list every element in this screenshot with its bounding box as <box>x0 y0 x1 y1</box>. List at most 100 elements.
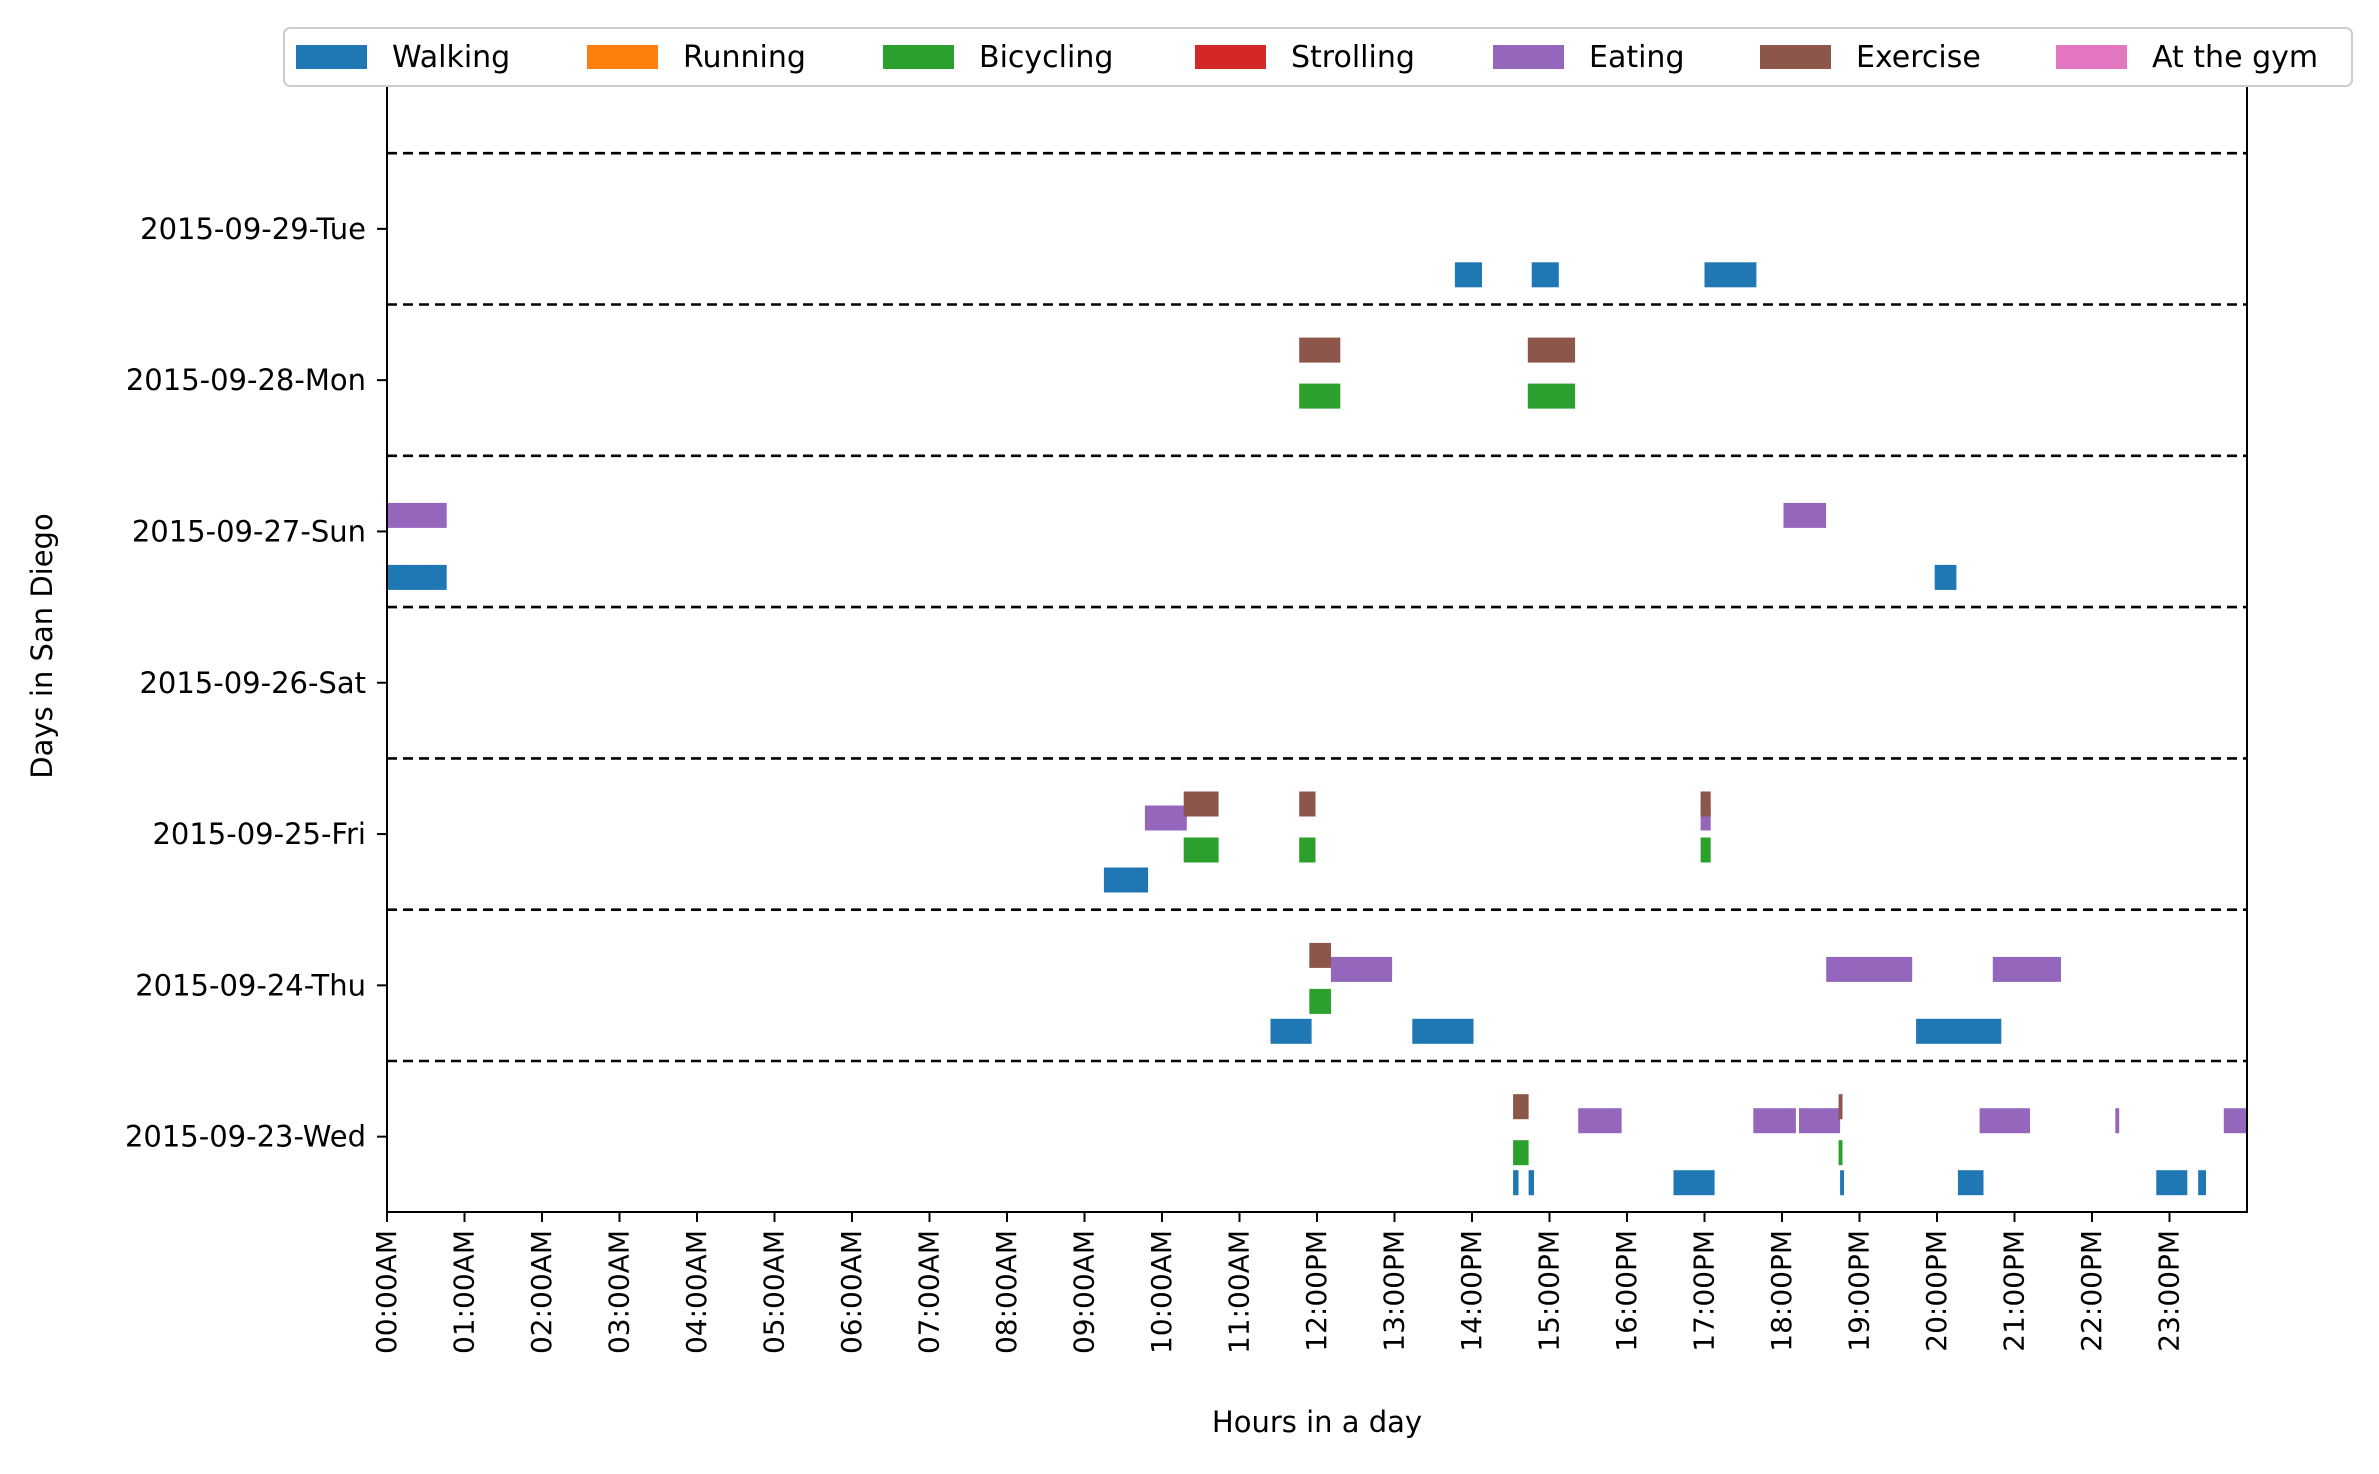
segment-walking <box>1704 262 1757 288</box>
segment-exercise <box>1700 791 1711 817</box>
legend-label: Exercise <box>1856 40 1981 75</box>
segment-exercise <box>1299 337 1341 363</box>
segment-eating <box>387 502 447 528</box>
segment-walking <box>1528 1170 1534 1196</box>
segment-exercise <box>1513 1094 1529 1120</box>
x-tick-label: 22:00PM <box>2075 1230 2108 1352</box>
legend-items: Walking Running Bicycling Strolling Eating Ex… <box>296 40 2318 75</box>
x-tick-label: 16:00PM <box>1610 1230 1643 1352</box>
legend-label: Eating <box>1589 40 1685 75</box>
x-tick-label: 17:00PM <box>1688 1230 1721 1352</box>
segment-exercise <box>1309 942 1331 968</box>
y-axis: 2015-09-23-Wed 2015-09-24-Thu 2015-09-25-F… <box>125 212 387 1154</box>
legend-box <box>283 27 2353 87</box>
y-tick-label: 2015-09-23-Wed <box>125 1120 366 1154</box>
y-tick-label: 2015-09-24-Thu <box>135 968 366 1002</box>
y-axis-label: Days in San Diego <box>25 513 59 778</box>
x-axis: 00:00AM 01:00AM 02:00AM 03:00AM 04:00AM 05:00… <box>370 1212 2186 1354</box>
segment-walking <box>1934 564 1957 590</box>
x-tick-label: 15:00PM <box>1533 1230 1566 1352</box>
legend: Walking Running Bicycling Strolling Eating Ex… <box>283 27 2353 87</box>
segment-eating <box>1783 502 1827 528</box>
segment-bicycling <box>1700 837 1711 863</box>
x-tick-label: 14:00PM <box>1455 1230 1488 1352</box>
x-tick-label: 08:00AM <box>990 1230 1023 1354</box>
x-tick-label: 10:00AM <box>1145 1230 1178 1354</box>
segment-eating <box>1979 1108 2030 1134</box>
y-tick-label: 2015-09-28-Mon <box>126 363 366 397</box>
segment-walking <box>1531 262 1559 288</box>
segment-exercise <box>1527 337 1576 363</box>
legend-label: Strolling <box>1291 40 1415 75</box>
segment-bicycling <box>1183 837 1219 863</box>
segment-bicycling <box>1513 1140 1529 1166</box>
y-tick-label: 2015-09-25-Fri <box>152 817 366 851</box>
segment-walking <box>2198 1170 2206 1196</box>
x-tick-label: 19:00PM <box>1843 1230 1876 1352</box>
x-tick-label: 20:00PM <box>1920 1230 1953 1352</box>
segment-walking <box>1957 1170 1984 1196</box>
x-tick-label: 03:00AM <box>603 1230 636 1354</box>
x-tick-label: 13:00PM <box>1378 1230 1411 1352</box>
x-axis-label: Hours in a day <box>1212 1405 1422 1439</box>
segment-bicycling <box>1299 383 1341 409</box>
legend-swatch <box>1760 45 1831 69</box>
segment-walking <box>1103 867 1149 893</box>
legend-swatch <box>296 45 367 69</box>
segment-walking <box>1673 1170 1715 1196</box>
y-tick-label: 2015-09-26-Sat <box>139 666 366 700</box>
segment-walking <box>2156 1170 2188 1196</box>
x-tick-label: 18:00PM <box>1765 1230 1798 1352</box>
segments-layer <box>387 262 2248 1196</box>
segment-walking <box>387 564 447 590</box>
x-tick-label: 11:00AM <box>1223 1230 1256 1354</box>
segment-bicycling <box>1838 1140 1843 1166</box>
segment-bicycling <box>1299 837 1316 863</box>
legend-label: Running <box>683 40 806 75</box>
x-tick-label: 04:00AM <box>680 1230 713 1354</box>
segment-eating <box>2115 1108 2120 1134</box>
legend-swatch <box>1493 45 1564 69</box>
segment-walking <box>1513 1170 1519 1196</box>
segment-eating <box>1753 1108 1796 1134</box>
segment-walking <box>1412 1018 1474 1044</box>
x-tick-label: 06:00AM <box>835 1230 868 1354</box>
legend-label: At the gym <box>2152 40 2318 75</box>
segment-eating <box>2223 1108 2248 1134</box>
y-tick-label: 2015-09-29-Tue <box>140 212 366 246</box>
segment-walking <box>1454 262 1482 288</box>
segment-walking <box>1916 1018 2002 1044</box>
x-tick-label: 01:00AM <box>448 1230 481 1354</box>
segment-eating <box>1330 956 1393 982</box>
segment-bicycling <box>1527 383 1576 409</box>
legend-swatch <box>587 45 658 69</box>
segment-eating <box>1799 1108 1841 1134</box>
legend-swatch <box>1195 45 1266 69</box>
segment-exercise <box>1183 791 1219 817</box>
segment-eating <box>1144 805 1187 831</box>
segment-eating <box>1578 1108 1622 1134</box>
x-tick-label: 23:00PM <box>2153 1230 2186 1352</box>
x-tick-label: 09:00AM <box>1068 1230 1101 1354</box>
x-tick-label: 05:00AM <box>758 1230 791 1354</box>
legend-label: Bicycling <box>979 40 1113 75</box>
legend-swatch <box>883 45 954 69</box>
segment-eating <box>1826 956 1913 982</box>
segment-exercise <box>1838 1094 1843 1120</box>
x-tick-label: 12:00PM <box>1300 1230 1333 1352</box>
segment-walking <box>1270 1018 1312 1044</box>
segment-exercise <box>1299 791 1316 817</box>
day-separators <box>387 151 2247 1063</box>
legend-swatch <box>2056 45 2127 69</box>
x-tick-label: 07:00AM <box>913 1230 946 1354</box>
y-tick-label: 2015-09-27-Sun <box>132 514 366 548</box>
segment-eating <box>1700 805 1711 831</box>
segment-eating <box>1992 956 2061 982</box>
legend-label: Walking <box>392 40 510 75</box>
x-tick-label: 21:00PM <box>1998 1230 2031 1352</box>
x-tick-label: 02:00AM <box>525 1230 558 1354</box>
segment-bicycling <box>1309 988 1331 1014</box>
segment-walking <box>1840 1170 1844 1196</box>
